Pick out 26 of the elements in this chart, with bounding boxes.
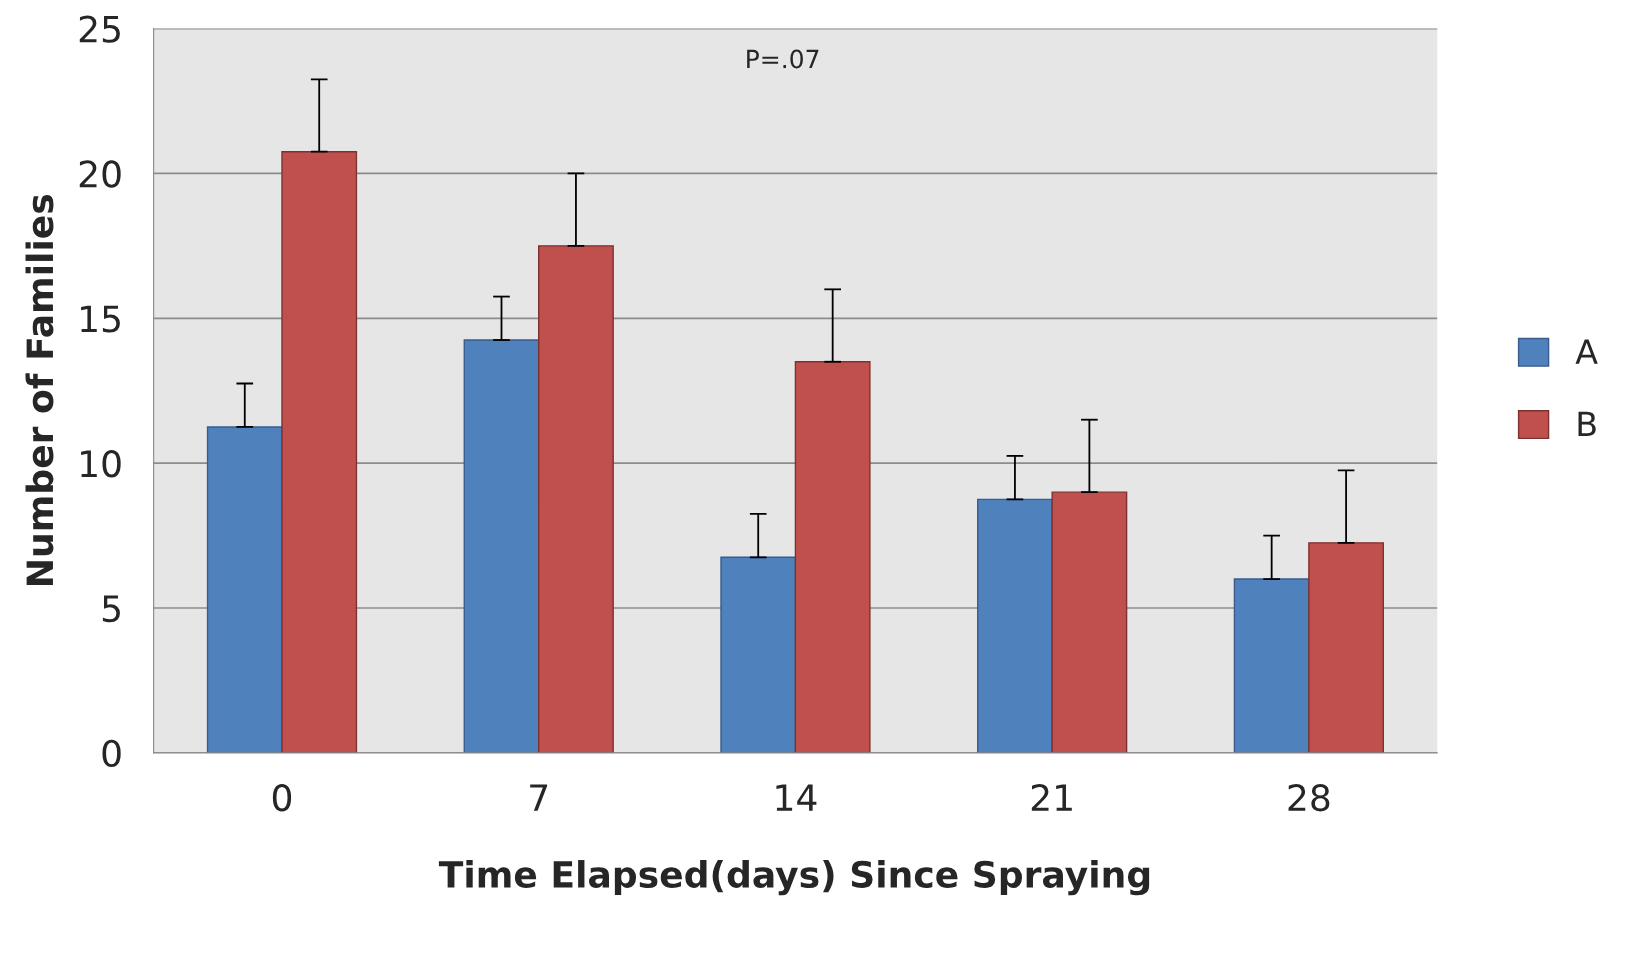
- bar: [1051, 491, 1128, 753]
- bar: [1233, 578, 1310, 753]
- bar: [538, 245, 614, 753]
- x-tick-label: 28: [1288, 784, 1330, 812]
- x-tick-label: 14: [776, 784, 817, 811]
- legend-label: A: [1575, 339, 1598, 364]
- legend-label: B: [1578, 411, 1596, 437]
- annotation: P=.07: [747, 49, 819, 69]
- x-tick-label: 21: [1031, 784, 1072, 811]
- y-axis-title: Number of Families: [25, 194, 54, 585]
- bar: [1308, 542, 1385, 753]
- bar: [794, 361, 871, 753]
- y-tick-label: 0: [102, 739, 121, 768]
- x-axis-title: Time Elapsed(days) Since Spraying: [438, 860, 1150, 896]
- bar: [281, 151, 358, 753]
- x-tick-label: 0: [272, 784, 292, 812]
- y-tick-label: 15: [81, 305, 120, 333]
- y-tick-label: 10: [81, 450, 121, 478]
- y-tick-label: 20: [79, 160, 121, 188]
- bar: [977, 498, 1053, 753]
- bar: [206, 426, 283, 753]
- y-tick-label: 25: [79, 15, 120, 43]
- bar: [463, 339, 540, 753]
- bar: [720, 556, 797, 753]
- y-tick-label: 5: [102, 595, 120, 623]
- x-tick-label: 7: [530, 784, 548, 811]
